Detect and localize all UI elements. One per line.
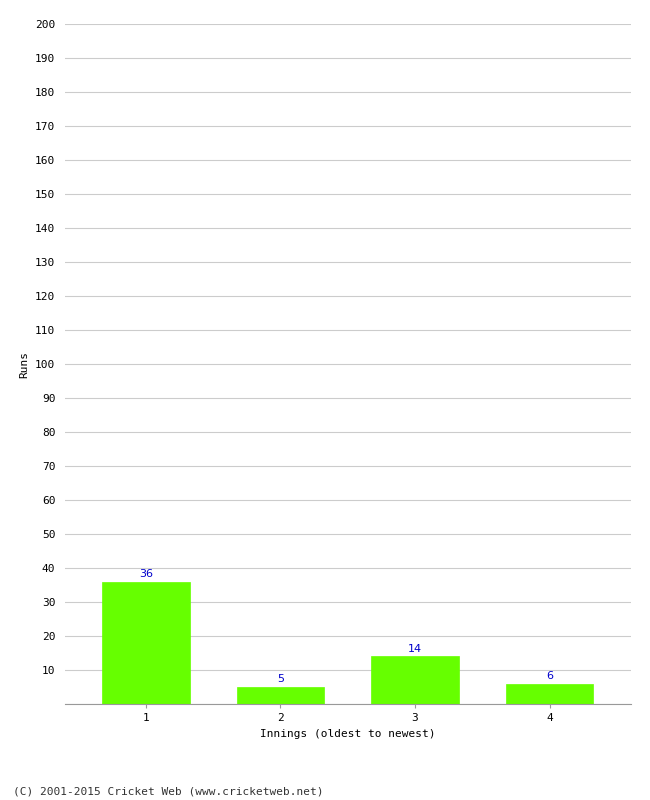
Text: 6: 6 [546, 671, 553, 681]
Bar [102, 582, 190, 704]
Bar [237, 687, 324, 704]
Bar [506, 683, 593, 704]
Text: 14: 14 [408, 644, 422, 654]
Text: 5: 5 [277, 674, 284, 684]
Text: 36: 36 [139, 569, 153, 579]
Y-axis label: Runs: Runs [20, 350, 29, 378]
Bar [371, 656, 459, 704]
X-axis label: Innings (oldest to newest): Innings (oldest to newest) [260, 729, 436, 738]
Text: (C) 2001-2015 Cricket Web (www.cricketweb.net): (C) 2001-2015 Cricket Web (www.cricketwe… [13, 786, 324, 796]
